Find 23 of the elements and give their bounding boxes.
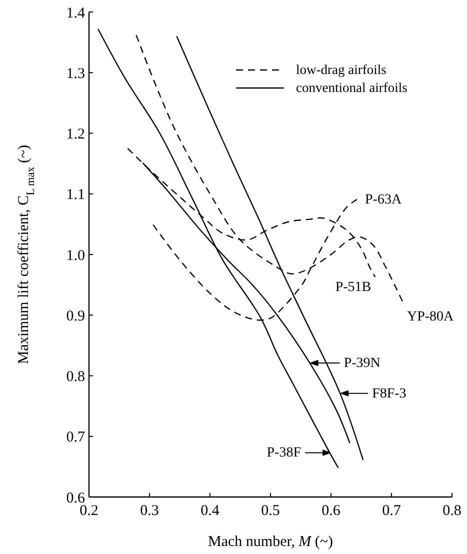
- annotation: F8F-3: [372, 386, 406, 402]
- y-tick-label: 1.4: [66, 5, 86, 22]
- x-tick-label: 0.3: [140, 503, 159, 519]
- y-tick-label: 0.9: [66, 308, 85, 324]
- annotation: P-39N: [344, 356, 380, 372]
- annotation: P-51B: [335, 280, 372, 295]
- legend-label: low-drag airfoils: [296, 62, 386, 78]
- x-tick-label: 0.7: [382, 503, 402, 519]
- x-axis-title: Mach number, M (~): [208, 534, 333, 550]
- annotation: P-38F: [266, 446, 302, 461]
- x-tick-label: 0.8: [442, 503, 462, 519]
- y-tick-label: 1.0: [66, 248, 85, 264]
- annotation: P-63A: [365, 192, 402, 208]
- y-tick-label: 1.1: [66, 187, 85, 204]
- y-tick-label: 1.2: [66, 126, 85, 142]
- x-tick-label: 0.5: [261, 503, 280, 519]
- x-tick-label: 0.4: [200, 503, 220, 519]
- x-tick-label: 0.6: [322, 503, 341, 519]
- annotation: YP-80A: [406, 309, 455, 324]
- y-tick-label: 0.8: [66, 369, 85, 385]
- y-tick-label: 0.7: [66, 430, 86, 446]
- y-tick-label: 1.3: [66, 66, 85, 82]
- legend-label: conventional airfoils: [296, 80, 408, 96]
